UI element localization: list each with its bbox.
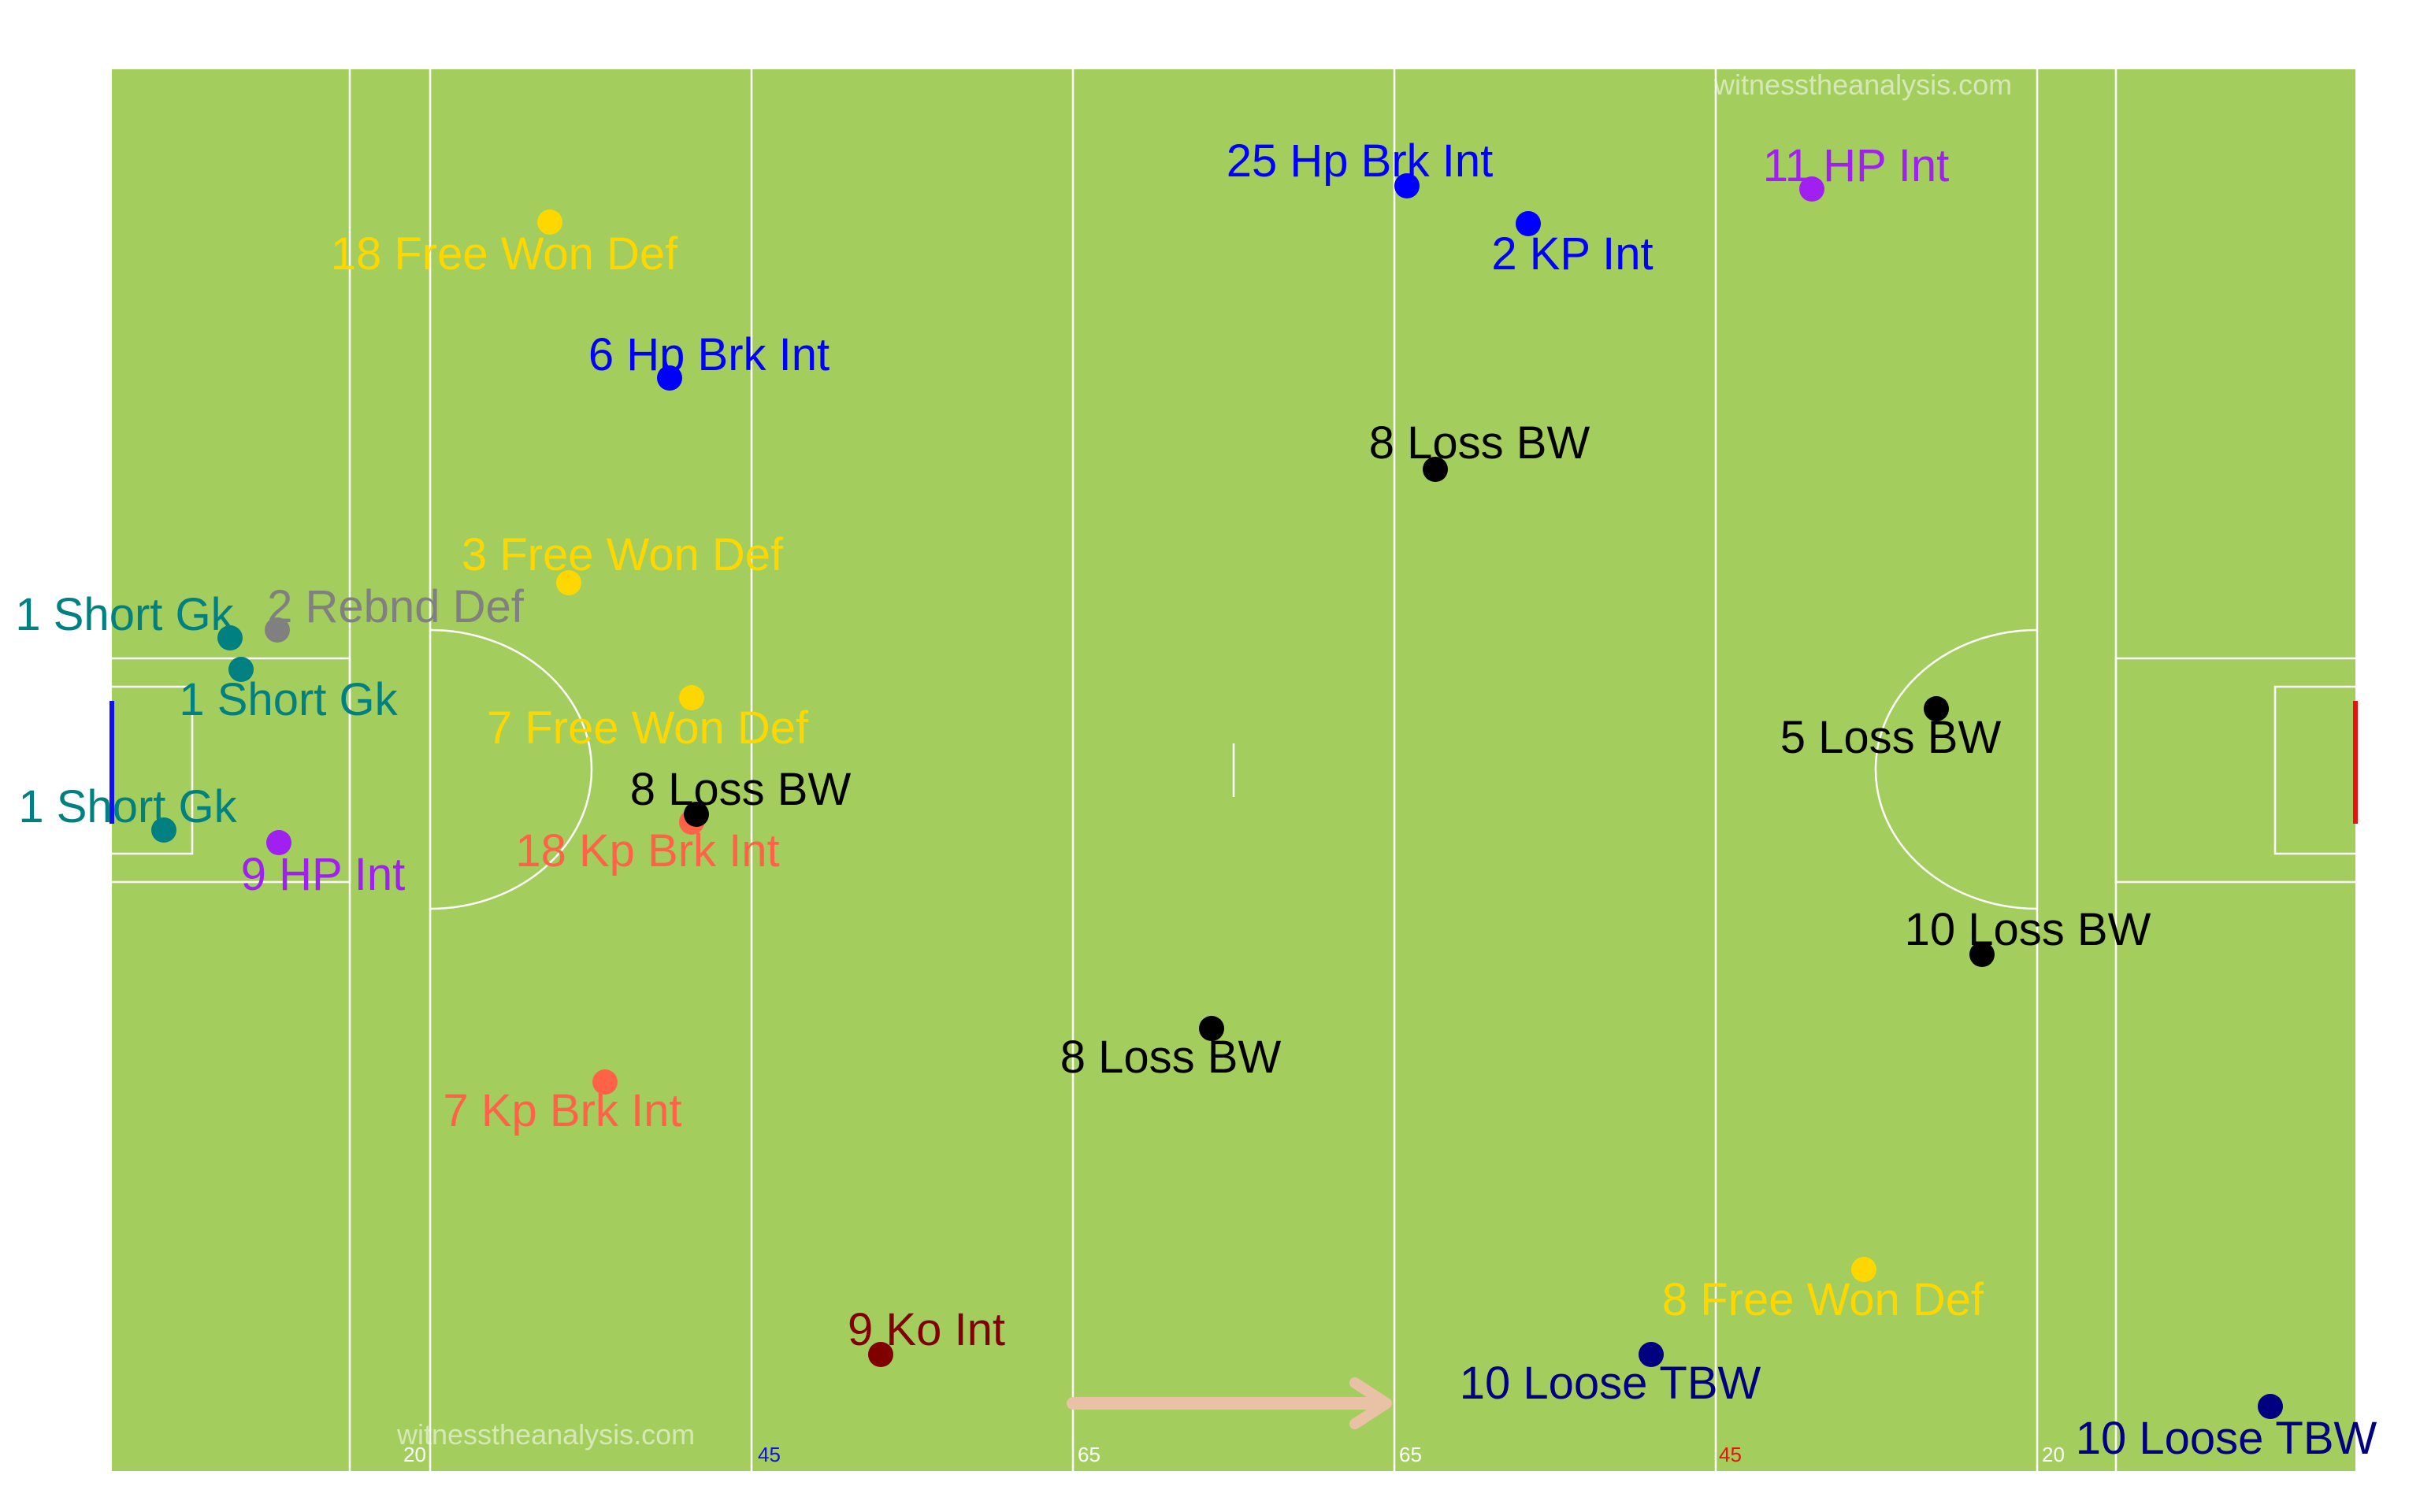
event-dot-10-loose-tbw-a xyxy=(1639,1342,1664,1367)
event-dot-1-short-gk-c xyxy=(151,817,176,843)
event-label: 10 Loss BW xyxy=(1905,904,2151,955)
event-label: 18 Free Won Def xyxy=(331,228,678,280)
right-arrow-icon xyxy=(1067,1377,1392,1429)
arc-left xyxy=(429,628,593,910)
watermark-top: witnesstheanalysis.com xyxy=(1713,69,2012,101)
event-dot-8-loss-bw-mid xyxy=(684,802,709,827)
small-rect-right xyxy=(2273,685,2355,855)
large-rect-right xyxy=(2114,657,2355,884)
event-label: 1 Short Gk xyxy=(179,674,398,725)
event-dot-18-free-won-def xyxy=(537,209,562,235)
pitch-lines xyxy=(112,69,2355,1471)
event-dot-7-kp-brk-int xyxy=(592,1069,618,1095)
event-dot-9-hp-int xyxy=(266,830,291,855)
event-label: 25 Hp Brk Int xyxy=(1227,135,1493,187)
event-dot-8-loss-bw-low xyxy=(1199,1016,1224,1041)
event-label: 9 HP Int xyxy=(241,849,406,900)
event-dot-5-loss-bw xyxy=(1924,696,1949,721)
yard-marker-20-left: 20 xyxy=(403,1443,426,1466)
event-dot-6-hp-brk-int xyxy=(657,365,682,391)
watermark-bottom: witnesstheanalysis.com xyxy=(396,1418,695,1451)
event-label: 8 Loss BW xyxy=(1369,417,1590,469)
event-label: 10 Loose TBW xyxy=(2076,1413,2377,1464)
yard-marker-45-right: 45 xyxy=(1719,1443,1742,1466)
event-dot-8-free-won-def xyxy=(1851,1257,1876,1282)
event-label: 6 Hp Brk Int xyxy=(588,329,830,380)
event-dot-2-kp-int xyxy=(1516,211,1541,236)
yard-marker-65-left: 65 xyxy=(1078,1443,1101,1466)
event-dot-7-free-won-def xyxy=(679,685,704,710)
yard-marker-65-right: 65 xyxy=(1399,1443,1422,1466)
event-label: 18 Kp Brk Int xyxy=(515,825,779,876)
event-label: 2 KP Int xyxy=(1491,228,1653,280)
event-dot-1-short-gk-b xyxy=(228,657,254,682)
small-rect-left xyxy=(112,685,194,855)
event-dot-11-hp-int xyxy=(1799,176,1824,202)
event-dot-10-loss-bw xyxy=(1969,942,1995,967)
event-label: 1 Short Gk xyxy=(18,781,237,832)
yard-marker-20-right: 20 xyxy=(2042,1443,2065,1466)
yard-marker-45-left: 45 xyxy=(758,1443,781,1466)
event-dot-2-rebnd-def xyxy=(265,617,290,643)
arc-right xyxy=(1874,628,2038,910)
large-rect-left xyxy=(112,657,351,884)
event-label: 8 Loss BW xyxy=(630,764,852,815)
event-dot-8-loss-bw-top xyxy=(1423,457,1448,482)
event-label: 5 Loss BW xyxy=(1780,712,2002,763)
event-label: 8 Free Won Def xyxy=(1662,1274,1984,1325)
event-dots xyxy=(151,173,2283,1419)
event-dot-3-free-won-def xyxy=(556,570,581,595)
event-label: 11 HP Int xyxy=(1763,140,1949,191)
event-label: 10 Loose TBW xyxy=(1460,1358,1761,1409)
yard-markers: 20 45 65 65 45 20 xyxy=(403,1443,2065,1466)
event-label: 7 Free Won Def xyxy=(487,702,809,754)
event-dot-9-ko-int xyxy=(868,1342,893,1367)
event-dot-10-loose-tbw-b xyxy=(2258,1394,2283,1419)
event-label: 9 Ko Int xyxy=(848,1304,1005,1355)
event-dot-1-short-gk-a xyxy=(217,625,243,650)
event-label: 3 Free Won Def xyxy=(462,529,784,580)
event-label: 7 Kp Brk Int xyxy=(443,1085,681,1136)
event-dot-25-hp-brk-int xyxy=(1394,173,1420,198)
event-label: 2 Rebnd Def xyxy=(267,581,525,632)
event-label: 1 Short Gk xyxy=(15,589,234,640)
event-labels: 25 Hp Brk Int 2 KP Int 11 HP Int 18 Free… xyxy=(15,135,2377,1464)
event-label: 8 Loss BW xyxy=(1060,1032,1282,1083)
